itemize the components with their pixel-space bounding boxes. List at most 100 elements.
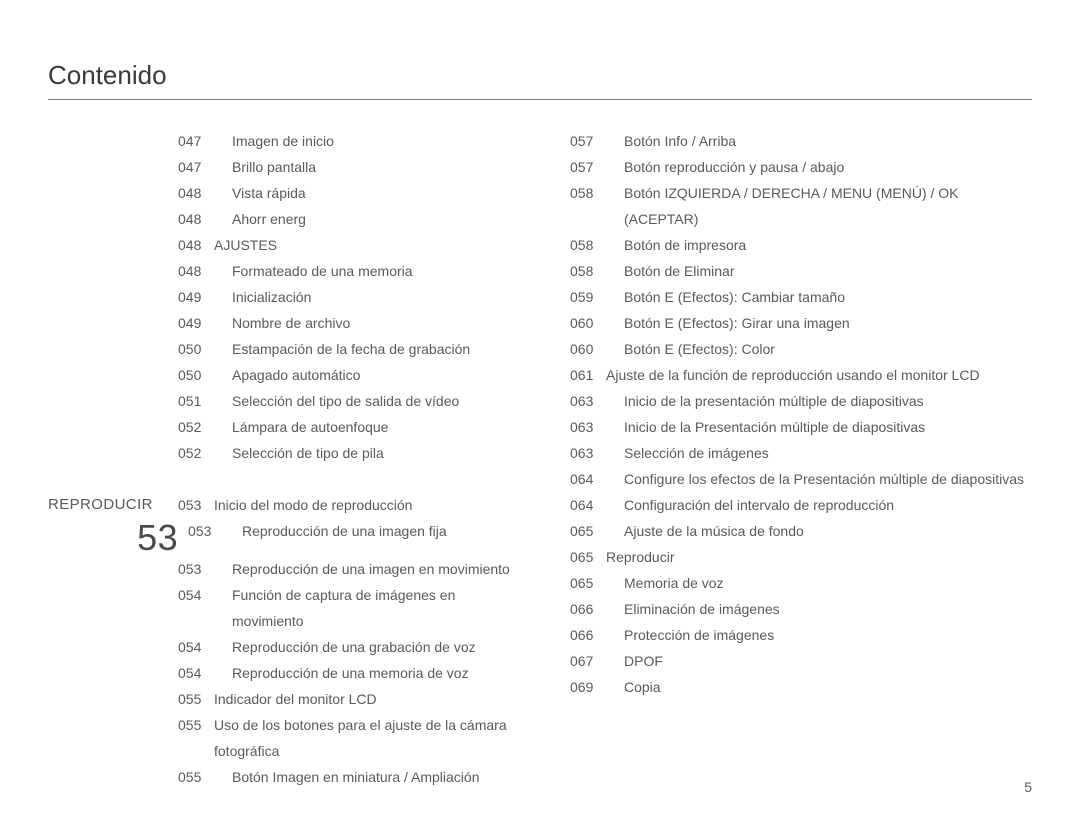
toc-entry: Eliminación de imágenes <box>606 596 1032 622</box>
toc-page-num: 048 <box>178 258 214 284</box>
toc-row: 059Botón E (Efectos): Cambiar tamaño <box>570 284 1032 310</box>
toc-row: 055Indicador del monitor LCD <box>48 686 510 712</box>
toc-page-num: 049 <box>178 310 214 336</box>
toc-entry: Selección de imágenes <box>606 440 1032 466</box>
toc-entry: Botón Imagen en miniatura / Ampliación <box>214 764 510 790</box>
toc-entry: Nombre de archivo <box>214 310 510 336</box>
spacer <box>48 466 510 492</box>
toc-row: 049Inicialización <box>48 284 510 310</box>
toc-entry: Reproducción de una memoria de voz <box>214 660 510 686</box>
toc-entry: Lámpara de autoenfoque <box>214 414 510 440</box>
toc-page-num: 055 <box>178 764 214 790</box>
toc-entry: Inicio de la presentación múltiple de di… <box>606 388 1032 414</box>
toc-row: 055Uso de los botones para el ajuste de … <box>48 712 510 764</box>
toc-page-num: 053 <box>178 556 214 582</box>
toc-entry: Memoria de voz <box>606 570 1032 596</box>
toc-row: 060Botón E (Efectos): Girar una imagen <box>570 310 1032 336</box>
toc-entry: Indicador del monitor LCD <box>214 686 510 712</box>
toc-row: 064Configuración del intervalo de reprod… <box>570 492 1032 518</box>
toc-column-right: 057Botón Info / Arriba057Botón reproducc… <box>570 128 1032 790</box>
toc-entry: Inicialización <box>214 284 510 310</box>
toc-entry: Estampación de la fecha de grabación <box>214 336 510 362</box>
toc-entry: Inicio de la Presentación múltiple de di… <box>606 414 1032 440</box>
toc-row: 067DPOF <box>570 648 1032 674</box>
toc-entry: Botón de impresora <box>606 232 1032 258</box>
toc-page-num: 050 <box>178 336 214 362</box>
toc-page-num: 066 <box>570 596 606 622</box>
toc-entry: Reproducción de una imagen en movimiento <box>214 556 510 582</box>
toc-page-num: 053 <box>188 518 224 544</box>
toc-page-num: 061 <box>570 362 606 388</box>
toc-page-num: 067 <box>570 648 606 674</box>
toc-row: 064Configure los efectos de la Presentac… <box>570 466 1032 492</box>
toc-page-num: 066 <box>570 622 606 648</box>
toc-row: 063Inicio de la Presentación múltiple de… <box>570 414 1032 440</box>
toc-page-num: 063 <box>570 414 606 440</box>
toc-page-num: 058 <box>570 258 606 284</box>
toc-entry: Reproducir <box>606 544 1032 570</box>
toc-entry: Inicio del modo de reproducción <box>214 492 510 518</box>
section-label: 53 <box>48 518 188 556</box>
toc-columns: 047Imagen de inicio047Brillo pantalla048… <box>48 128 1032 790</box>
toc-row: 054Función de captura de imágenes en mov… <box>48 582 510 634</box>
toc-page-num: 057 <box>570 154 606 180</box>
section-label: REPRODUCIR <box>48 492 178 518</box>
toc-row: 047Imagen de inicio <box>48 128 510 154</box>
section-number: 53 <box>48 520 178 556</box>
toc-row: 050Apagado automático <box>48 362 510 388</box>
toc-entry: Brillo pantalla <box>214 154 510 180</box>
toc-page-num: 053 <box>178 492 214 518</box>
toc-entry: DPOF <box>606 648 1032 674</box>
toc-row: 057Botón Info / Arriba <box>570 128 1032 154</box>
toc-row: 048AJUSTES <box>48 232 510 258</box>
toc-row: 052Selección de tipo de pila <box>48 440 510 466</box>
toc-entry: Botón E (Efectos): Color <box>606 336 1032 362</box>
toc-entry: Uso de los botones para el ajuste de la … <box>214 712 510 764</box>
toc-entry: Reproducción de una grabación de voz <box>214 634 510 660</box>
toc-page-num: 060 <box>570 310 606 336</box>
toc-entry: Ajuste de la función de reproducción usa… <box>606 362 1032 388</box>
toc-page-num: 055 <box>178 712 214 738</box>
toc-entry: Apagado automático <box>214 362 510 388</box>
page-title: Contenido <box>48 60 1032 100</box>
toc-row: 058Botón de Eliminar <box>570 258 1032 284</box>
toc-row: 063Inicio de la presentación múltiple de… <box>570 388 1032 414</box>
toc-row: 054Reproducción de una grabación de voz <box>48 634 510 660</box>
toc-row: 066Protección de imágenes <box>570 622 1032 648</box>
toc-entry: Selección del tipo de salida de vídeo <box>214 388 510 414</box>
toc-entry: Copia <box>606 674 1032 700</box>
toc-page-num: 047 <box>178 128 214 154</box>
toc-page-num: 055 <box>178 686 214 712</box>
toc-entry: Botón Info / Arriba <box>606 128 1032 154</box>
toc-row: 060Botón E (Efectos): Color <box>570 336 1032 362</box>
toc-row: 050Estampación de la fecha de grabación <box>48 336 510 362</box>
toc-row: 047Brillo pantalla <box>48 154 510 180</box>
toc-entry: Configure los efectos de la Presentación… <box>606 466 1032 492</box>
toc-entry: Formateado de una memoria <box>214 258 510 284</box>
toc-entry: Botón E (Efectos): Cambiar tamaño <box>606 284 1032 310</box>
toc-page-num: 058 <box>570 180 606 206</box>
toc-entry: Botón IZQUIERDA / DERECHA / MENU (MENÚ) … <box>606 180 1032 232</box>
toc-page-num: 048 <box>178 232 214 258</box>
toc-entry: Botón de Eliminar <box>606 258 1032 284</box>
page-number: 5 <box>1024 779 1032 795</box>
toc-row: 055Botón Imagen en miniatura / Ampliació… <box>48 764 510 790</box>
toc-row: 052Lámpara de autoenfoque <box>48 414 510 440</box>
toc-row: REPRODUCIR053Inicio del modo de reproduc… <box>48 492 510 518</box>
toc-entry: Selección de tipo de pila <box>214 440 510 466</box>
toc-row: 061Ajuste de la función de reproducción … <box>570 362 1032 388</box>
toc-page-num: 047 <box>178 154 214 180</box>
toc-entry: Imagen de inicio <box>214 128 510 154</box>
toc-row: 065Memoria de voz <box>570 570 1032 596</box>
toc-entry: Ajuste de la música de fondo <box>606 518 1032 544</box>
toc-entry: Protección de imágenes <box>606 622 1032 648</box>
toc-entry: Reproducción de una imagen fija <box>224 518 510 544</box>
toc-page-num: 052 <box>178 414 214 440</box>
toc-entry: Botón reproducción y pausa / abajo <box>606 154 1032 180</box>
toc-page-num: 054 <box>178 634 214 660</box>
toc-page-num: 069 <box>570 674 606 700</box>
toc-row: 065Reproducir <box>570 544 1032 570</box>
toc-page-num: 060 <box>570 336 606 362</box>
toc-entry: Vista rápida <box>214 180 510 206</box>
toc-page-num: 048 <box>178 206 214 232</box>
